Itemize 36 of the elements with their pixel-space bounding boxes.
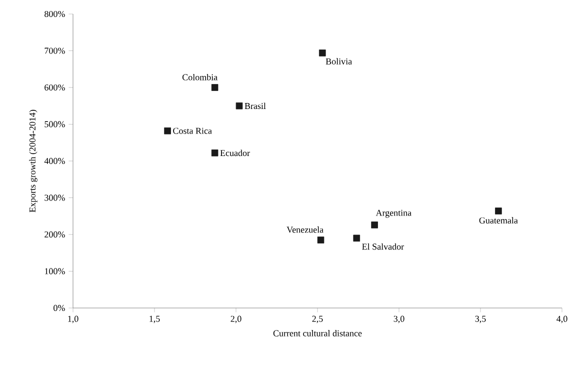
point <box>495 208 502 214</box>
y-tick-label: 600% <box>44 84 65 91</box>
y-tick-label: 800% <box>44 10 65 18</box>
point <box>318 50 326 56</box>
annotation: Ecuador <box>220 150 250 156</box>
annotation: Brasil <box>244 102 266 110</box>
x-tick-label: 4,0 <box>556 316 568 324</box>
point <box>211 150 218 156</box>
x-tick-label: 3,0 <box>394 316 404 324</box>
point <box>164 127 171 134</box>
y-tick-label: 400% <box>44 158 65 164</box>
y-tick-label: 700% <box>44 48 65 54</box>
y-tick-label: 100% <box>44 268 65 274</box>
annotation: El Salvador <box>362 243 404 250</box>
y-tick-label: 200% <box>44 231 65 238</box>
annotation: Bolivia <box>326 58 352 64</box>
x-tick-label: 3,5 <box>475 316 486 324</box>
annotation: Guatemala <box>479 217 518 224</box>
point <box>236 102 243 110</box>
annotation: Colombia <box>182 74 218 80</box>
x-tick-label: 2,0 <box>230 316 242 324</box>
annotation: Argentina <box>376 210 412 218</box>
x-tick-label: 1,5 <box>150 316 160 324</box>
annotation: Venezuela <box>286 226 324 233</box>
annotation: Costa Rica <box>173 128 212 134</box>
y-tick-label: 300% <box>44 194 65 201</box>
point <box>353 234 360 242</box>
y-tick-label: 0% <box>54 304 65 312</box>
point <box>211 84 218 91</box>
x-axis-title: Current cultural distance <box>273 330 362 336</box>
point <box>371 222 378 228</box>
point <box>317 236 324 244</box>
y-axis-title: Exports growth (2004-2014) <box>29 110 38 212</box>
x-tick-label: 2,5 <box>312 316 323 324</box>
y-tick-label: 500% <box>44 121 65 128</box>
x-tick-label: 1,0 <box>68 316 78 324</box>
